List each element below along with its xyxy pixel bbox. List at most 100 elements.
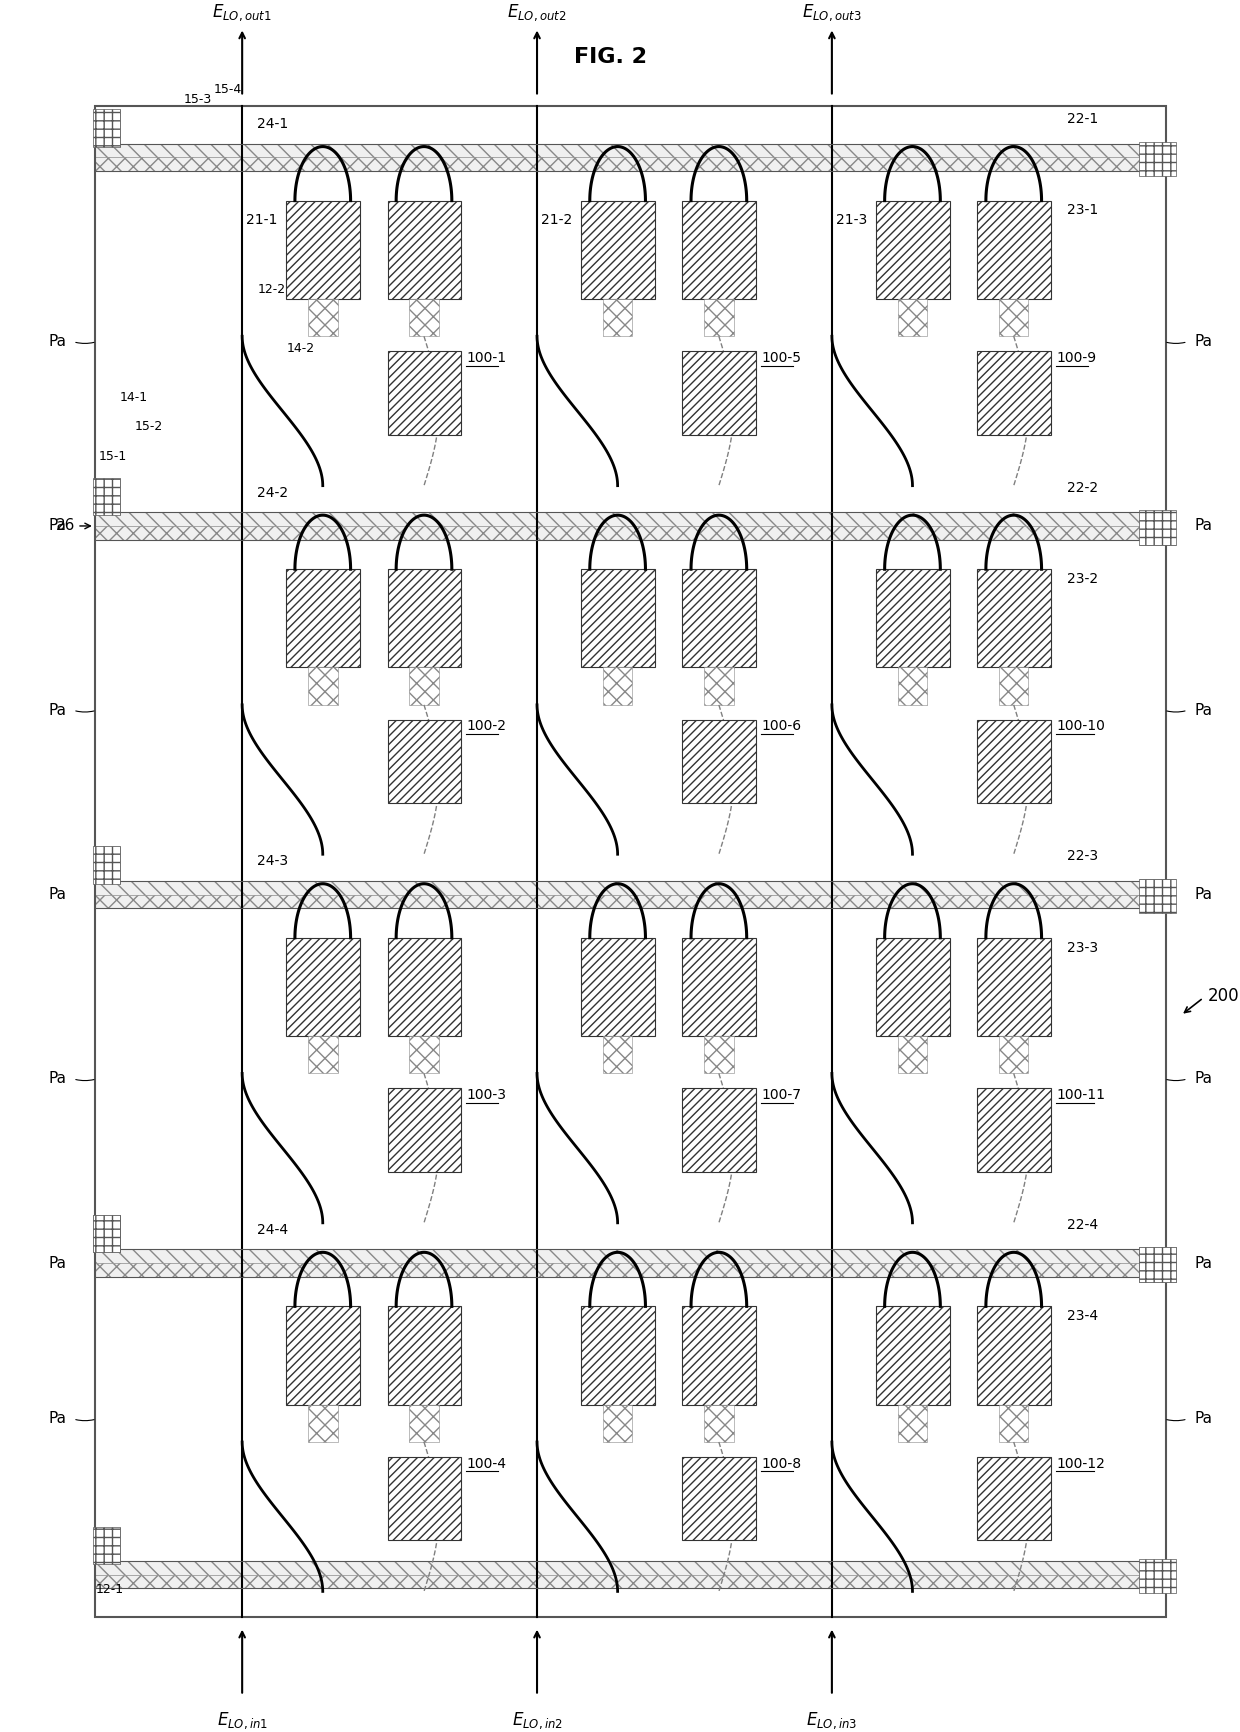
Text: Pa: Pa	[1194, 703, 1213, 717]
Text: Pa: Pa	[48, 887, 67, 902]
Bar	[682, 1088, 756, 1173]
Bar	[388, 570, 461, 667]
Bar	[682, 719, 756, 804]
Bar	[1138, 878, 1176, 913]
Bar	[898, 1405, 928, 1443]
Text: Pa: Pa	[48, 703, 67, 717]
Bar	[93, 109, 120, 147]
Bar	[1138, 1247, 1176, 1282]
Text: 14-1: 14-1	[120, 391, 148, 404]
Bar	[94, 1574, 1166, 1588]
Bar	[977, 937, 1052, 1036]
Bar	[1138, 511, 1176, 544]
Bar	[388, 201, 461, 300]
Text: 23-2: 23-2	[1066, 572, 1099, 585]
Text: 15-4: 15-4	[213, 83, 242, 95]
Text: 100-9: 100-9	[1056, 352, 1096, 365]
Bar	[388, 1457, 461, 1540]
Text: 100-1: 100-1	[466, 352, 506, 365]
Text: 24-1: 24-1	[257, 118, 288, 132]
Bar	[286, 570, 360, 667]
Text: 23-4: 23-4	[1066, 1309, 1099, 1323]
Text: 12-2: 12-2	[258, 282, 285, 296]
Bar	[999, 300, 1028, 336]
Bar	[94, 882, 1166, 908]
Text: $E_{LO,out1}$: $E_{LO,out1}$	[212, 2, 272, 23]
Bar	[682, 570, 756, 667]
Bar	[286, 1306, 360, 1405]
Bar	[93, 478, 120, 514]
Bar	[977, 570, 1052, 667]
Bar	[94, 144, 1166, 158]
Text: 100-6: 100-6	[761, 719, 801, 733]
Text: 23-1: 23-1	[1066, 203, 1099, 218]
Text: Pa: Pa	[1194, 887, 1213, 902]
Bar	[704, 667, 734, 705]
Bar	[898, 667, 928, 705]
Text: Pa: Pa	[48, 1256, 67, 1271]
Text: Pa: Pa	[48, 334, 67, 350]
Bar	[682, 1306, 756, 1405]
Text: 100-12: 100-12	[1056, 1457, 1105, 1470]
Bar	[94, 1561, 1166, 1574]
Text: 100-10: 100-10	[1056, 719, 1105, 733]
Bar	[898, 300, 928, 336]
Text: 21-2: 21-2	[541, 213, 573, 227]
Bar	[682, 1457, 756, 1540]
Text: 22-2: 22-2	[1066, 481, 1099, 495]
Bar	[93, 1526, 120, 1564]
Text: 100-7: 100-7	[761, 1088, 801, 1102]
Text: 200: 200	[1208, 987, 1239, 1005]
Bar	[877, 201, 950, 300]
Text: Pa: Pa	[1194, 1072, 1213, 1086]
Bar	[308, 1405, 337, 1443]
Bar	[1138, 1247, 1176, 1282]
Text: 26: 26	[56, 518, 74, 533]
Bar	[94, 1561, 1166, 1588]
Text: 15-3: 15-3	[184, 94, 212, 106]
Bar	[682, 201, 756, 300]
Bar	[977, 1306, 1052, 1405]
Bar	[93, 1214, 120, 1252]
Text: Pa: Pa	[48, 518, 67, 533]
Bar	[704, 1405, 734, 1443]
Bar	[388, 1088, 461, 1173]
Text: 12-1: 12-1	[95, 1583, 124, 1595]
Bar	[93, 1214, 120, 1252]
Text: 21-1: 21-1	[246, 213, 278, 227]
Text: 100-8: 100-8	[761, 1457, 801, 1470]
Bar	[94, 144, 1166, 171]
Text: $E_{LO,out3}$: $E_{LO,out3}$	[802, 2, 862, 23]
Bar	[977, 719, 1052, 804]
Bar	[94, 513, 1166, 527]
Bar	[409, 300, 439, 336]
Bar	[682, 937, 756, 1036]
Bar	[388, 352, 461, 435]
Bar	[286, 937, 360, 1036]
Bar	[1138, 142, 1176, 177]
Bar	[898, 1036, 928, 1074]
Text: 22-1: 22-1	[1066, 113, 1099, 126]
Text: $E_{LO,in3}$: $E_{LO,in3}$	[806, 1709, 858, 1730]
Text: 100-3: 100-3	[466, 1088, 506, 1102]
Text: 100-2: 100-2	[466, 719, 506, 733]
Bar	[94, 1263, 1166, 1276]
Text: FIG. 2: FIG. 2	[574, 47, 647, 68]
Text: $E_{LO,in1}$: $E_{LO,in1}$	[217, 1709, 268, 1730]
Text: 24-2: 24-2	[257, 485, 288, 499]
Bar	[704, 300, 734, 336]
Bar	[308, 1036, 337, 1074]
Bar	[603, 667, 632, 705]
Bar	[94, 527, 1166, 540]
Bar	[977, 352, 1052, 435]
Bar	[877, 937, 950, 1036]
Text: 23-3: 23-3	[1066, 940, 1099, 954]
Bar	[999, 1036, 1028, 1074]
Bar	[977, 1088, 1052, 1173]
Bar	[388, 1306, 461, 1405]
Text: Pa: Pa	[1194, 334, 1213, 350]
Bar	[877, 1306, 950, 1405]
Text: 100-4: 100-4	[466, 1457, 506, 1470]
Bar	[582, 570, 655, 667]
Text: 22-4: 22-4	[1066, 1218, 1099, 1231]
